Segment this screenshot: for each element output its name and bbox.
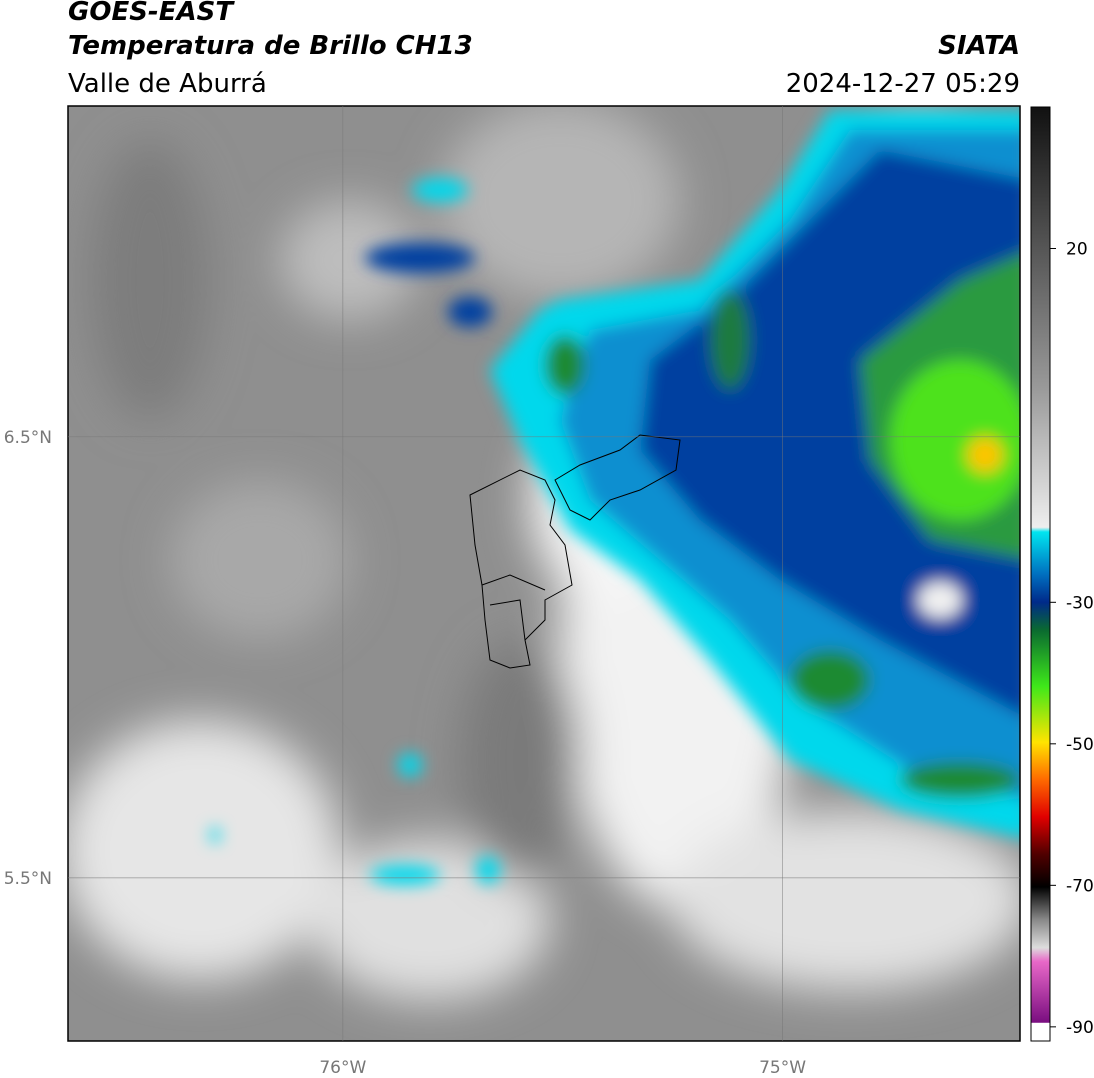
subtitle: Temperatura de Brillo CH13 xyxy=(68,31,473,61)
source: SIATA xyxy=(938,31,1020,61)
colorbar-tick-label: 20 xyxy=(1066,240,1088,260)
map-frame xyxy=(67,105,1021,1042)
region: Valle de Aburrá xyxy=(68,69,267,99)
colorbar-tick-label: -70 xyxy=(1066,876,1094,896)
colorbar-tick-label: -50 xyxy=(1066,735,1094,755)
x-tick-label: 75°W xyxy=(759,1058,806,1078)
colorbar xyxy=(1030,106,1051,1042)
colorbar-tick-label: -30 xyxy=(1066,593,1094,613)
y-tick-label: 6.5°N xyxy=(4,428,52,448)
timestamp: 2024-12-27 05:29 xyxy=(786,69,1020,99)
x-tick-label: 76°W xyxy=(319,1058,366,1078)
colorbar-tick-label: -90 xyxy=(1066,1018,1094,1038)
y-tick-label: 5.5°N xyxy=(4,869,52,889)
title: GOES-EAST xyxy=(68,0,235,27)
satellite-image xyxy=(68,106,1020,1041)
